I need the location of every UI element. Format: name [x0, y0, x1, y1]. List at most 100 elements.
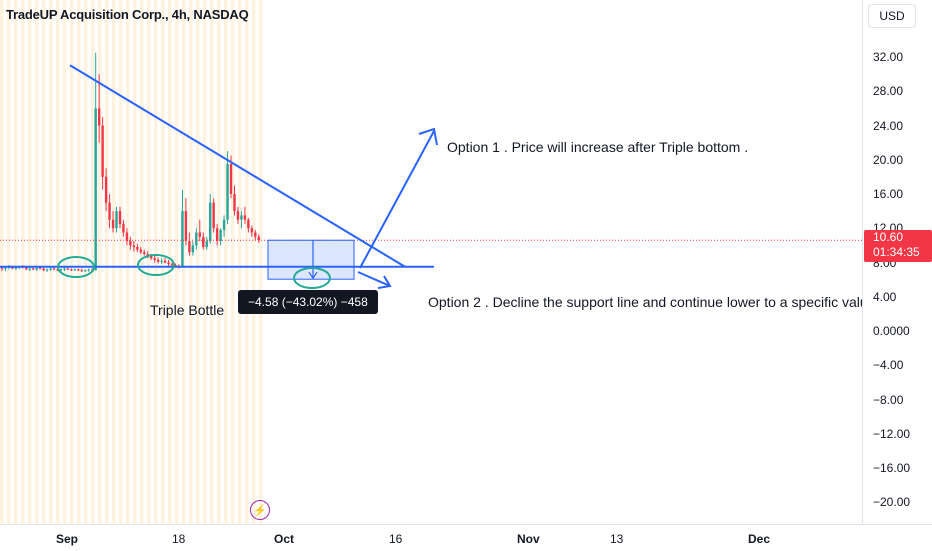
candle-body [205, 241, 208, 248]
session-stripe [56, 0, 60, 524]
time-tick-label: 13 [610, 532, 624, 546]
candle-body [25, 267, 28, 270]
candle-body [101, 125, 104, 177]
option1-arrow-head [418, 127, 438, 146]
candle-body [73, 269, 77, 271]
currency-button[interactable]: USD [868, 4, 916, 28]
candle-body [167, 262, 170, 265]
candle-body [150, 255, 153, 259]
session-stripe [21, 0, 25, 524]
session-stripe [28, 0, 32, 524]
price-tick-label: 0.0000 [873, 324, 910, 338]
candle-body [104, 176, 108, 203]
session-stripe [252, 0, 256, 524]
candle-body [250, 228, 254, 233]
candle-body [118, 211, 122, 224]
price-tick-label: 20.00 [873, 152, 904, 167]
flash-icon[interactable]: ⚡ [250, 500, 270, 520]
time-tick-label: Dec [748, 532, 771, 546]
session-stripe [84, 0, 88, 524]
candle-body [49, 268, 52, 270]
session-stripe [42, 0, 46, 524]
candle-body [222, 219, 226, 230]
candle-body [87, 269, 90, 271]
chart-pane[interactable]: TradeUP Acquisition Corp., 4h, NASDAQ −4… [0, 0, 862, 524]
candle-body [122, 223, 125, 233]
candle-body [70, 269, 73, 271]
candle-body [139, 249, 142, 253]
time-scale[interactable]: Sep 18 Oct 16 Nov 13 Dec [0, 524, 932, 551]
pattern-annotation[interactable]: Triple Bottle [150, 302, 225, 318]
time-tick-label: Oct [274, 532, 295, 546]
session-stripe [63, 0, 67, 524]
option2-annotation[interactable]: Option 2 . Decline the support line and … [428, 294, 862, 310]
candle-body [233, 194, 236, 212]
time-tick-label: 16 [389, 532, 403, 546]
candle-body [236, 211, 240, 220]
candle-body [202, 236, 205, 248]
last-price-label: 10.60 01:34:35 [864, 230, 932, 262]
candle-body [188, 241, 191, 253]
candle-body [4, 267, 7, 269]
session-stripe [259, 0, 263, 524]
measure-box [267, 239, 355, 280]
candle-body [125, 232, 129, 242]
price-tick-label: 4.00 [873, 289, 897, 304]
option2-arrow [357, 271, 391, 287]
candle-body [129, 241, 132, 246]
last-price-value: 10.60 [873, 230, 904, 244]
session-stripe [70, 0, 74, 524]
bottom-marker-circle [137, 254, 175, 276]
option1-annotation[interactable]: Option 1 . Price will increase after Tri… [447, 139, 749, 155]
candle-body [80, 270, 84, 272]
candle-body [32, 268, 35, 270]
candle-body [229, 164, 233, 194]
candle-body [77, 269, 80, 271]
session-stripe [175, 0, 179, 524]
session-stripe [217, 0, 221, 524]
option2-arrow-head [377, 275, 392, 289]
session-stripe [182, 0, 186, 524]
candle-body [136, 247, 139, 250]
symbol-title[interactable]: TradeUP Acquisition Corp., 4h, NASDAQ [6, 7, 249, 22]
session-stripe [154, 0, 158, 524]
session-stripe [49, 0, 53, 524]
measure-arrow-head [308, 271, 318, 280]
candle-body [146, 253, 149, 256]
candle-body [63, 268, 66, 270]
session-stripe [119, 0, 123, 524]
session-stripe [161, 0, 165, 524]
candle-body [195, 232, 198, 246]
time-tick-label: Nov [517, 532, 540, 546]
price-tick-label: 24.00 [873, 118, 904, 133]
session-stripe [7, 0, 11, 524]
session-stripe [189, 0, 193, 524]
candle-body [59, 269, 63, 271]
bottom-marker-circle [293, 267, 331, 289]
price-chart[interactable] [0, 0, 862, 524]
candle-body [97, 108, 101, 126]
candle-body [181, 211, 184, 267]
session-stripe [210, 0, 214, 524]
candle-body [219, 229, 222, 242]
price-scale[interactable]: 32.00 28.00 24.00 20.00 16.00 12.00 8.00 4.00 0.… [862, 0, 932, 524]
session-stripe [98, 0, 102, 524]
candle-body [226, 164, 229, 220]
price-tick-label: 28.00 [873, 84, 904, 99]
candle-body [143, 252, 146, 254]
candle-body [198, 232, 201, 237]
candle-body [56, 269, 59, 271]
candle-body [35, 267, 38, 270]
session-stripe [245, 0, 249, 524]
candle-body [94, 108, 97, 271]
candle-body [212, 202, 215, 229]
session-stripe [238, 0, 242, 524]
bar-countdown: 01:34:35 [873, 245, 920, 259]
session-stripe [231, 0, 235, 524]
session-stripe [126, 0, 130, 524]
session-stripe [0, 0, 4, 524]
candle-body [66, 268, 70, 270]
candle-body [240, 215, 243, 220]
candle-body [257, 236, 260, 241]
session-stripe [133, 0, 137, 524]
